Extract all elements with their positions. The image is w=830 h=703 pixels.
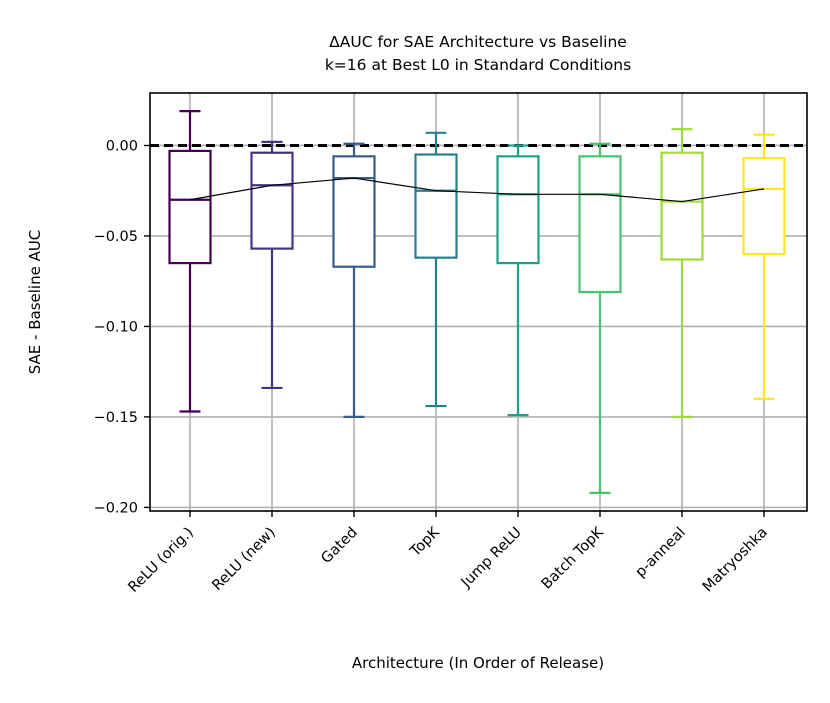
box-group bbox=[168, 109, 786, 495]
box-relu-orig bbox=[168, 109, 212, 413]
box-iqr bbox=[660, 151, 704, 261]
box-iqr bbox=[742, 157, 786, 256]
plot-frame bbox=[149, 92, 808, 512]
y-tick-label: 0.00 bbox=[106, 138, 138, 154]
box-iqr bbox=[414, 153, 458, 259]
box-gated bbox=[332, 142, 376, 419]
box-p-anneal bbox=[660, 128, 704, 419]
chart-title-line-2: k=16 at Best L0 in Standard Conditions bbox=[325, 56, 631, 74]
box-relu-new bbox=[250, 140, 294, 390]
median-trend-group bbox=[189, 177, 765, 203]
y-tick-label: −0.20 bbox=[94, 500, 138, 516]
y-tick-label: −0.05 bbox=[94, 229, 138, 245]
y-axis-ticks: 0.00 −0.05 −0.10 −0.15 −0.20 bbox=[94, 138, 150, 516]
y-axis-label: SAE - Baseline AUC bbox=[26, 230, 44, 375]
box-iqr bbox=[332, 155, 376, 268]
median-trend-line bbox=[189, 177, 765, 203]
box-iqr bbox=[578, 155, 622, 294]
chart-title-line-1: ΔAUC for SAE Architecture vs Baseline bbox=[329, 33, 627, 51]
box-matryoshka bbox=[742, 133, 786, 400]
y-tick-label: −0.10 bbox=[94, 319, 138, 335]
x-axis-label: Architecture (In Order of Release) bbox=[352, 654, 604, 672]
box-iqr bbox=[168, 149, 212, 265]
box-batch-topk bbox=[578, 142, 622, 495]
box-iqr bbox=[250, 151, 294, 250]
y-tick-label: −0.15 bbox=[94, 410, 138, 426]
box-iqr bbox=[496, 155, 540, 265]
